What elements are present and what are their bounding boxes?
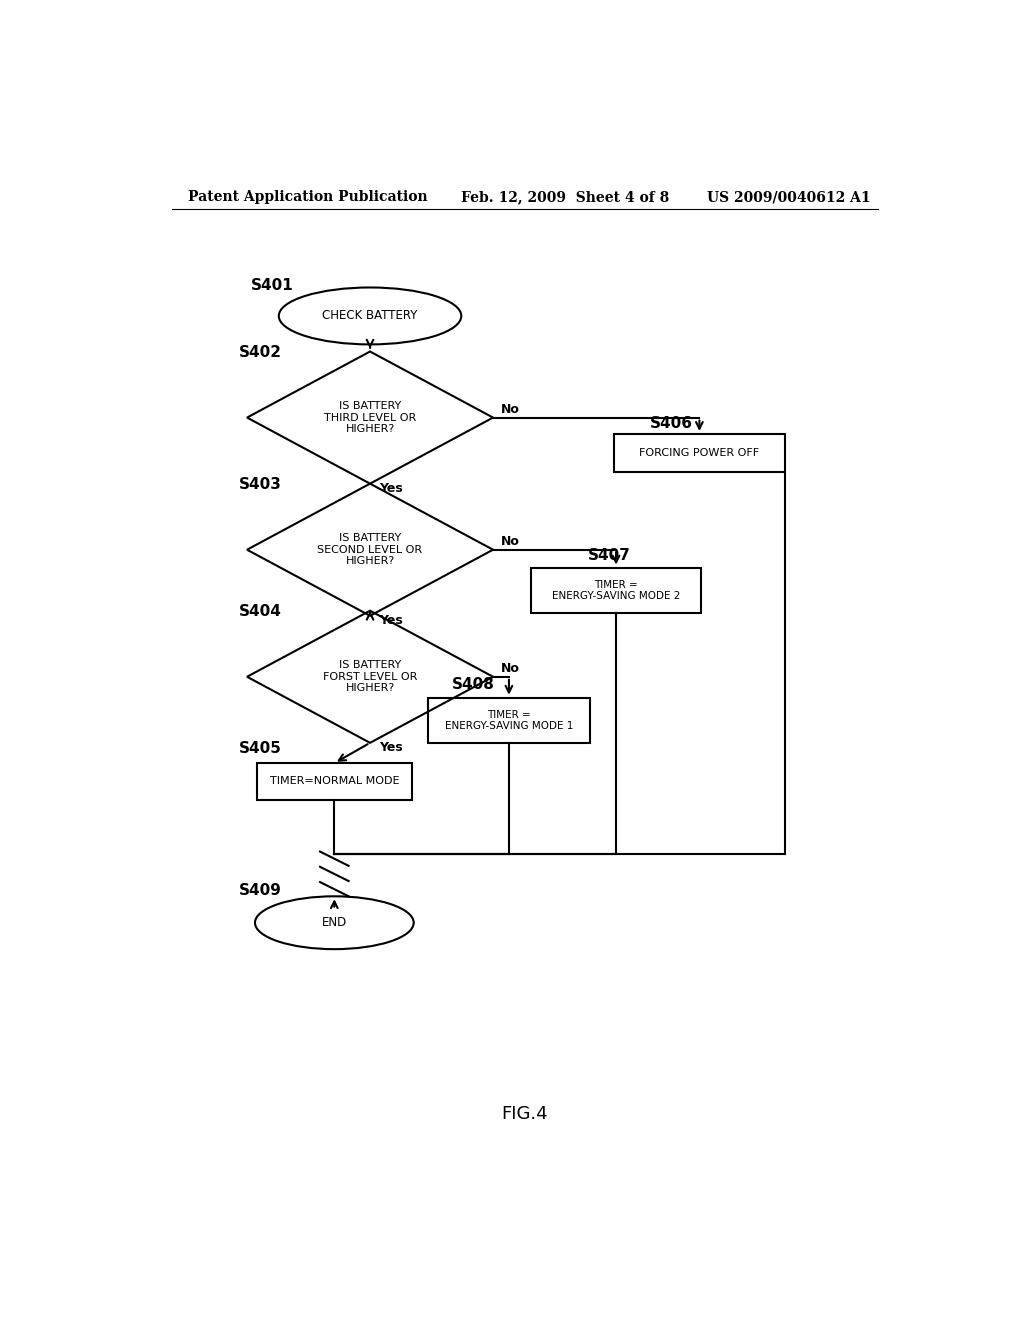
Text: FIG.4: FIG.4 <box>502 1105 548 1123</box>
Text: END: END <box>322 916 347 929</box>
Text: Yes: Yes <box>380 614 403 627</box>
Text: US 2009/0040612 A1: US 2009/0040612 A1 <box>708 190 871 205</box>
Text: No: No <box>501 663 520 675</box>
Text: S404: S404 <box>240 603 282 619</box>
Text: S409: S409 <box>240 883 282 899</box>
Text: S403: S403 <box>240 477 282 492</box>
Text: Yes: Yes <box>380 482 403 495</box>
Text: CHECK BATTERY: CHECK BATTERY <box>323 309 418 322</box>
Text: IS BATTERY
SECOND LEVEL OR
HIGHER?: IS BATTERY SECOND LEVEL OR HIGHER? <box>317 533 423 566</box>
Text: Patent Application Publication: Patent Application Publication <box>187 190 427 205</box>
Text: IS BATTERY
FORST LEVEL OR
HIGHER?: IS BATTERY FORST LEVEL OR HIGHER? <box>323 660 417 693</box>
Text: S402: S402 <box>240 345 282 359</box>
Text: IS BATTERY
THIRD LEVEL OR
HIGHER?: IS BATTERY THIRD LEVEL OR HIGHER? <box>324 401 416 434</box>
Text: S405: S405 <box>240 741 282 756</box>
Text: TIMER =
ENERGY-SAVING MODE 1: TIMER = ENERGY-SAVING MODE 1 <box>444 710 573 731</box>
Text: S406: S406 <box>650 416 693 430</box>
Text: S407: S407 <box>588 548 631 562</box>
Text: Yes: Yes <box>380 742 403 755</box>
Text: S408: S408 <box>452 677 495 692</box>
Text: TIMER=NORMAL MODE: TIMER=NORMAL MODE <box>269 776 399 787</box>
Text: S401: S401 <box>251 277 294 293</box>
Text: Feb. 12, 2009  Sheet 4 of 8: Feb. 12, 2009 Sheet 4 of 8 <box>461 190 670 205</box>
Text: No: No <box>501 403 520 416</box>
Text: TIMER =
ENERGY-SAVING MODE 2: TIMER = ENERGY-SAVING MODE 2 <box>552 579 680 601</box>
Text: FORCING POWER OFF: FORCING POWER OFF <box>639 449 760 458</box>
Text: No: No <box>501 535 520 548</box>
